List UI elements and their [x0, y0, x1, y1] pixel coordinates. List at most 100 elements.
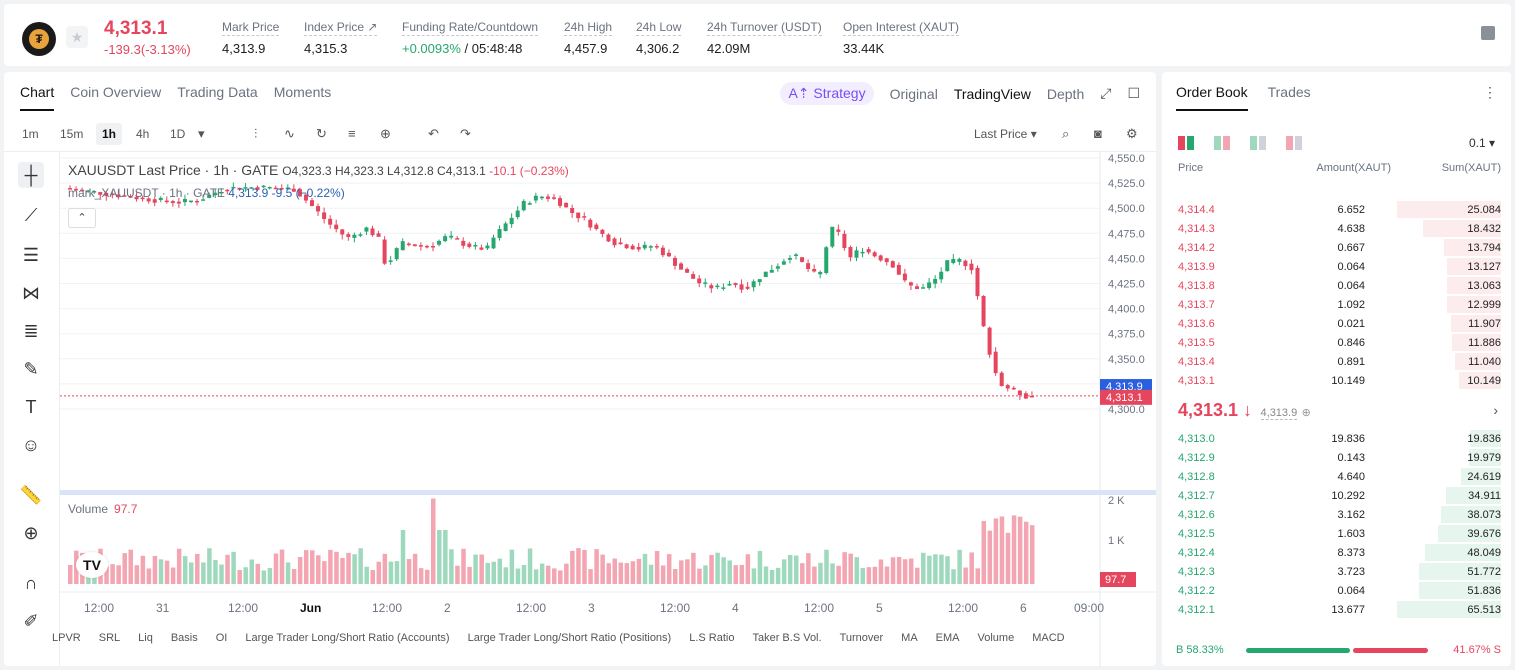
ask-row[interactable]: 4,313.1 10.149 10.149	[1162, 371, 1511, 390]
tab-trades[interactable]: Trades	[1267, 84, 1311, 100]
indicator-volume[interactable]: Volume	[977, 632, 1015, 644]
emoji-icon[interactable]: ☺	[21, 435, 41, 455]
ask-row[interactable]: 4,313.8 0.064 13.063	[1162, 276, 1511, 295]
text-icon[interactable]: T	[25, 397, 37, 417]
bid-row[interactable]: 4,312.4 8.373 48.049	[1162, 543, 1511, 562]
bid-row[interactable]: 4,312.6 3.162 38.073	[1162, 505, 1511, 524]
pattern-icon[interactable]: ⋈	[22, 283, 40, 303]
timeframe-4h[interactable]: 4h	[136, 127, 150, 141]
bid-row[interactable]: 4,312.2 0.064 51.836	[1162, 581, 1511, 600]
ask-row[interactable]: 4,313.7 1.092 12.999	[1162, 295, 1511, 314]
stat-label[interactable]: Index Price ↗	[304, 20, 378, 36]
bid-row[interactable]: 4,313.0 19.836 19.836	[1162, 429, 1511, 448]
more-icon[interactable]: ⋮	[1483, 84, 1497, 100]
candle-type-icon[interactable]: ⫶	[254, 126, 258, 141]
bid-row[interactable]: 4,312.5 1.603 39.676	[1162, 524, 1511, 543]
window-icon[interactable]: ☐	[1127, 85, 1140, 101]
indicator-turnover[interactable]: Turnover	[839, 632, 884, 644]
pencil-icon[interactable]: ✐	[23, 611, 39, 631]
search-icon[interactable]: ⌕	[1062, 126, 1070, 141]
tab-chart[interactable]: Chart	[20, 84, 55, 111]
indicator-lpvr[interactable]: LPVR	[52, 632, 81, 644]
tab-order-book[interactable]: Order Book	[1176, 84, 1248, 111]
chart-canvas[interactable]: 4,550.0 4,525.0 4,500.0 4,475.0 4,450.0 4,425…	[60, 152, 1156, 666]
info-icon[interactable]: ⊕	[1301, 407, 1311, 419]
indicator-icon[interactable]: ∿	[284, 126, 295, 141]
strategy-button[interactable]: A⇡ Strategy	[780, 82, 874, 105]
camera-icon[interactable]: ◙	[1094, 126, 1102, 141]
mode-mixed-icon[interactable]	[1214, 136, 1230, 150]
template-icon[interactable]: ≡	[348, 126, 356, 141]
ruler-icon[interactable]: 📏	[19, 485, 43, 505]
chevron-down-icon[interactable]: ▾	[198, 126, 205, 141]
ask-row[interactable]: 4,314.2 0.667 13.794	[1162, 238, 1511, 257]
bid-row[interactable]: 4,312.3 3.723 51.772	[1162, 562, 1511, 581]
mode-asks-icon[interactable]	[1286, 136, 1302, 150]
add-alert-icon[interactable]: ⊕	[380, 126, 391, 141]
magnet-icon[interactable]: ∩	[24, 573, 38, 593]
indicator-liq[interactable]: Liq	[138, 632, 153, 644]
ask-row[interactable]: 4,314.4 6.652 25.084	[1162, 200, 1511, 219]
time-axis-label: 6	[1020, 601, 1027, 615]
indicator-ls-ratio[interactable]: L.S Ratio	[689, 632, 735, 644]
timeframe-1h[interactable]: 1h	[96, 123, 123, 145]
tab-moments[interactable]: Moments	[273, 84, 332, 100]
indicator-ema[interactable]: EMA	[935, 632, 960, 644]
brush-icon[interactable]: ✎	[23, 359, 39, 379]
bid-row[interactable]: 4,312.1 13.677 65.513	[1162, 600, 1511, 619]
tab-coin-overview[interactable]: Coin Overview	[70, 84, 162, 100]
crosshair-icon[interactable]: ┼	[18, 162, 44, 188]
tradingview-logo[interactable]: TV	[76, 552, 108, 578]
timeframe-1m[interactable]: 1m	[22, 127, 39, 141]
bid-row[interactable]: 4,312.8 4.640 24.619	[1162, 467, 1511, 486]
mode-both-icon[interactable]	[1178, 136, 1194, 150]
view-depth[interactable]: Depth	[1046, 85, 1085, 102]
mode-bids-icon[interactable]	[1250, 136, 1266, 150]
indicator-lt-accounts[interactable]: Large Trader Long/Short Ratio (Accounts)	[245, 632, 450, 644]
view-tradingview[interactable]: TradingView	[953, 85, 1031, 102]
fib-icon[interactable]: ≣	[23, 321, 39, 341]
gear-icon[interactable]: ⚙	[1126, 126, 1138, 141]
ask-row[interactable]: 4,313.9 0.064 13.127	[1162, 257, 1511, 276]
ask-row[interactable]: 4,314.3 4.638 18.432	[1162, 219, 1511, 238]
view-original[interactable]: Original	[889, 85, 938, 102]
book-icon[interactable]	[1481, 26, 1495, 40]
chevron-right-icon[interactable]: ›	[1493, 402, 1498, 418]
trendline-icon[interactable]: ⟋	[24, 205, 38, 225]
tab-trading-data[interactable]: Trading Data	[177, 84, 258, 100]
indicator-macd[interactable]: MACD	[1032, 632, 1065, 644]
channel-icon[interactable]: ☰	[22, 245, 40, 265]
precision-select[interactable]: 0.1 ▾	[1468, 136, 1495, 150]
timeframe-1d[interactable]: 1D	[170, 127, 186, 141]
bid-row[interactable]: 4,312.7 10.292 34.911	[1162, 486, 1511, 505]
stat-label[interactable]: Funding Rate/Countdown	[402, 20, 539, 36]
stat-label[interactable]: Mark Price	[222, 20, 280, 36]
indicator-lt-positions[interactable]: Large Trader Long/Short Ratio (Positions…	[467, 632, 672, 644]
collapse-legend-button[interactable]: ⌃	[68, 208, 96, 228]
indicator-oi[interactable]: OI	[215, 632, 228, 644]
mid-price[interactable]: 4,313.1 ↓ 4,313.9 ⊕ ›	[1178, 400, 1498, 421]
stat-label[interactable]: Open Interest (XAUT)	[843, 20, 960, 36]
price-axis-label: 4,300.0	[1108, 404, 1145, 416]
price-type-select[interactable]: Last Price ▾	[974, 127, 1037, 141]
refresh-icon[interactable]: ↻	[316, 126, 327, 141]
volume-bar	[673, 568, 678, 584]
ask-row[interactable]: 4,313.5 0.846 11.886	[1162, 333, 1511, 352]
ask-row[interactable]: 4,313.4 0.891 11.040	[1162, 352, 1511, 371]
volume-bar	[781, 559, 787, 584]
expand-icon[interactable]: ⤢	[1100, 85, 1112, 101]
indicator-srl[interactable]: SRL	[98, 632, 121, 644]
zoom-in-icon[interactable]: ⊕	[23, 523, 39, 543]
candlestick-chart[interactable]: 4,550.0 4,525.0 4,500.0 4,475.0 4,450.0 4,425…	[60, 152, 1156, 666]
indicator-basis[interactable]: Basis	[170, 632, 198, 644]
volume-bar	[666, 554, 672, 584]
candle-body	[412, 244, 417, 247]
ask-row[interactable]: 4,313.6 0.021 11.907	[1162, 314, 1511, 333]
indicator-ma[interactable]: MA	[901, 632, 918, 644]
undo-icon[interactable]: ↶	[428, 126, 439, 141]
redo-icon[interactable]: ↷	[460, 126, 471, 141]
timeframe-15m[interactable]: 15m	[60, 127, 84, 141]
indicator-taker-vol[interactable]: Taker B.S Vol.	[752, 632, 822, 644]
favorite-star-icon[interactable]: ★	[66, 26, 88, 48]
bid-row[interactable]: 4,312.9 0.143 19.979	[1162, 448, 1511, 467]
